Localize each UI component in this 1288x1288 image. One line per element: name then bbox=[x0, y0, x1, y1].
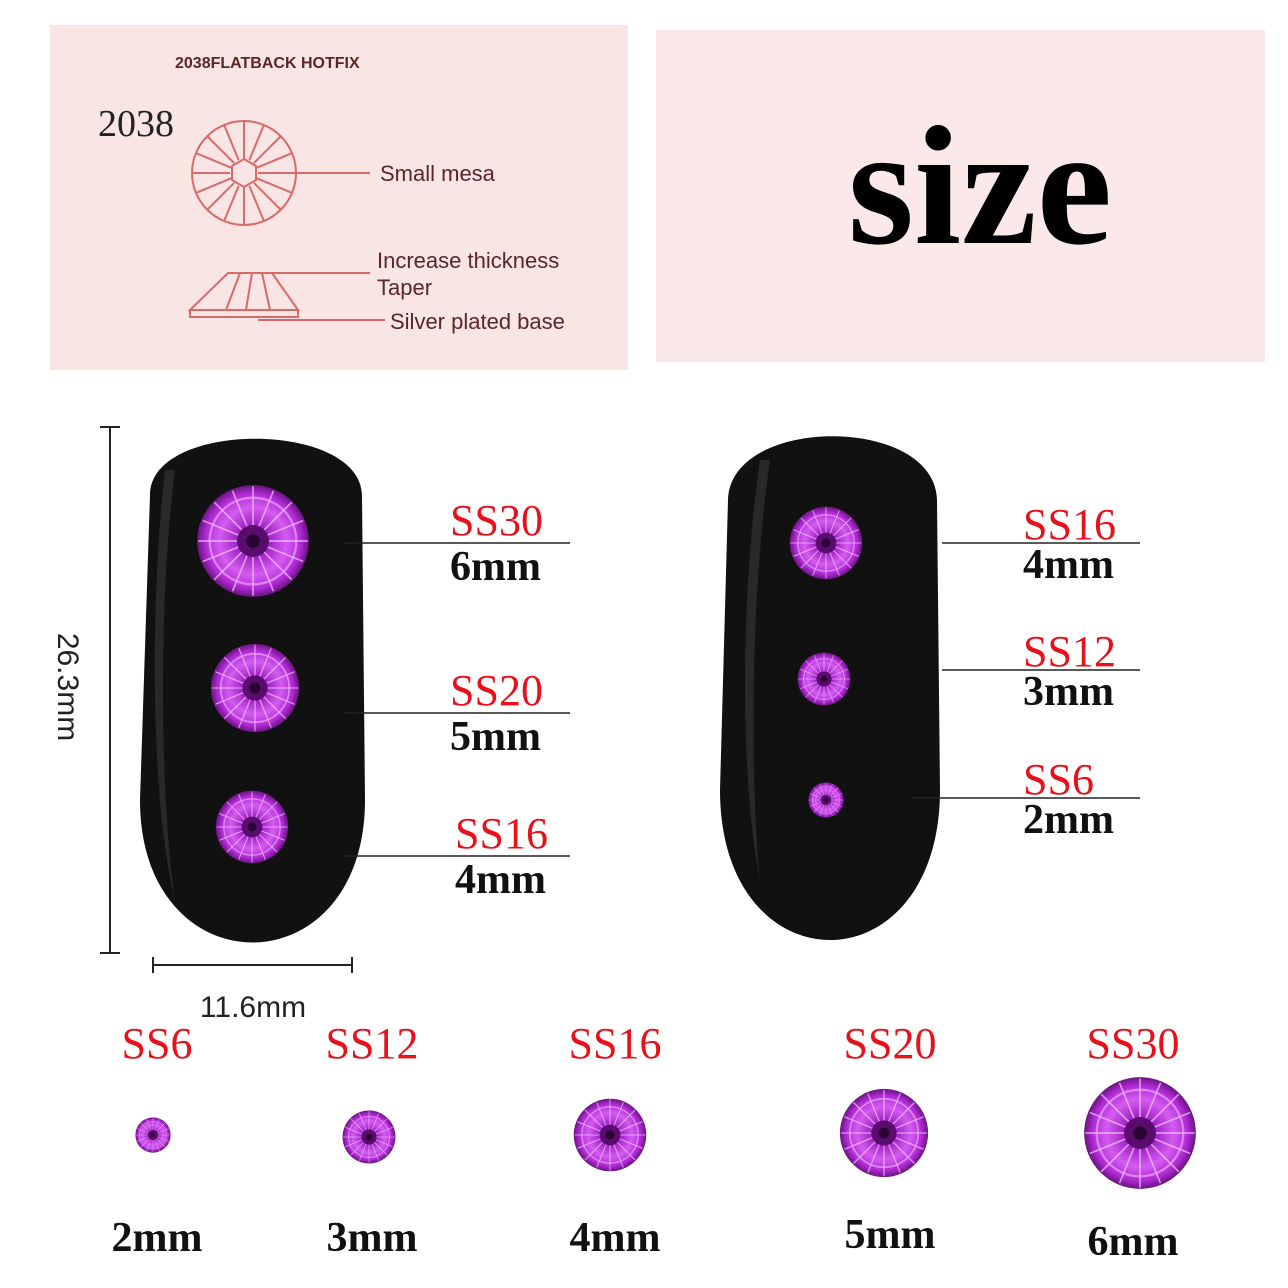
size-row-size: 4mm bbox=[570, 1215, 661, 1261]
rhinestone-icon bbox=[1083, 1076, 1197, 1190]
side-view-diagram-icon bbox=[187, 272, 385, 321]
size-row-code: SS16 bbox=[569, 1019, 662, 1068]
top-view-diagram-icon bbox=[191, 120, 370, 226]
callout-increase-thickness: Increase thickness bbox=[377, 248, 559, 273]
model-number: 2038 bbox=[98, 103, 174, 145]
left-nail-size: 4mm bbox=[455, 857, 546, 903]
rhinestone-icon bbox=[135, 1117, 171, 1153]
size-row-code: SS30 bbox=[1087, 1019, 1180, 1068]
rhinestone-icon bbox=[210, 643, 300, 733]
size-row-code: SS12 bbox=[326, 1019, 419, 1068]
rhinestone-icon bbox=[215, 790, 289, 864]
rhinestone-icon bbox=[839, 1088, 929, 1178]
left-nail-code: SS30 bbox=[450, 496, 543, 545]
height-dimension bbox=[100, 426, 120, 954]
size-row-code: SS20 bbox=[844, 1019, 937, 1068]
rhinestone-icon bbox=[342, 1110, 396, 1164]
height-label: 26.3mm bbox=[51, 633, 84, 741]
right-nail-size: 2mm bbox=[1023, 797, 1114, 843]
rhinestone-icon bbox=[573, 1098, 647, 1172]
diagram-panel: 2038FLATBACK HOTFIX 2038 Small mesa Incr… bbox=[50, 25, 628, 370]
rhinestone-icon bbox=[808, 782, 844, 818]
right-nail-code: SS6 bbox=[1023, 755, 1094, 804]
left-nail-size: 5mm bbox=[450, 714, 541, 760]
diagram-heading: 2038FLATBACK HOTFIX bbox=[175, 55, 360, 72]
left-nail-code: SS20 bbox=[450, 666, 543, 715]
rhinestone-icon bbox=[196, 484, 310, 598]
right-nail-code: SS12 bbox=[1023, 627, 1116, 676]
rhinestone-icon bbox=[789, 506, 863, 580]
callout-small-mesa: Small mesa bbox=[380, 161, 496, 186]
callout-taper: Taper bbox=[377, 275, 432, 300]
width-label: 11.6mm bbox=[200, 991, 306, 1024]
right-nail-highlight bbox=[745, 460, 770, 880]
left-nail-code: SS16 bbox=[455, 809, 548, 858]
callout-silver-plated-base: Silver plated base bbox=[390, 309, 565, 334]
rhinestone-icon bbox=[797, 652, 851, 706]
left-nail-size: 6mm bbox=[450, 544, 541, 590]
size-row-size: 3mm bbox=[327, 1215, 418, 1261]
size-row-size: 6mm bbox=[1088, 1219, 1179, 1265]
size-row-size: 5mm bbox=[845, 1212, 936, 1258]
right-nail-size: 3mm bbox=[1023, 669, 1114, 715]
size-title: size bbox=[848, 92, 1112, 280]
right-nail-code: SS16 bbox=[1023, 500, 1116, 549]
size-row-size: 2mm bbox=[112, 1215, 203, 1261]
title-panel: size bbox=[656, 30, 1265, 362]
width-dimension bbox=[152, 957, 353, 973]
right-nail-size: 4mm bbox=[1023, 542, 1114, 588]
size-row-code: SS6 bbox=[122, 1019, 193, 1068]
left-nail-highlight bbox=[154, 470, 175, 900]
